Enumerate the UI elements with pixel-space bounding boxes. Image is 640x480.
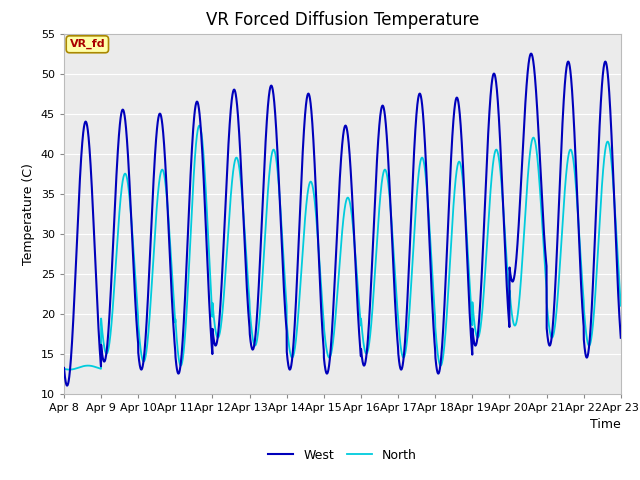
West — [60, 365, 68, 371]
North — [397, 346, 404, 351]
Line: North: North — [64, 126, 621, 370]
Y-axis label: Temperature (C): Temperature (C) — [22, 163, 35, 264]
West — [406, 227, 414, 232]
West — [180, 325, 188, 331]
West — [617, 333, 625, 339]
West — [216, 313, 223, 319]
North — [196, 123, 204, 129]
Line: West: West — [64, 54, 621, 385]
North — [60, 366, 68, 372]
North — [564, 154, 572, 160]
Legend: West, North: West, North — [263, 444, 422, 467]
West — [527, 51, 535, 57]
Title: VR Forced Diffusion Temperature: VR Forced Diffusion Temperature — [206, 11, 479, 29]
West — [63, 383, 71, 388]
North — [65, 367, 73, 372]
North — [617, 303, 625, 309]
West — [617, 335, 625, 341]
North — [180, 351, 188, 357]
West — [397, 366, 404, 372]
North — [216, 330, 223, 336]
X-axis label: Time: Time — [590, 418, 621, 431]
North — [617, 300, 625, 306]
Text: VR_fd: VR_fd — [70, 39, 105, 49]
West — [564, 59, 572, 64]
North — [407, 289, 415, 295]
